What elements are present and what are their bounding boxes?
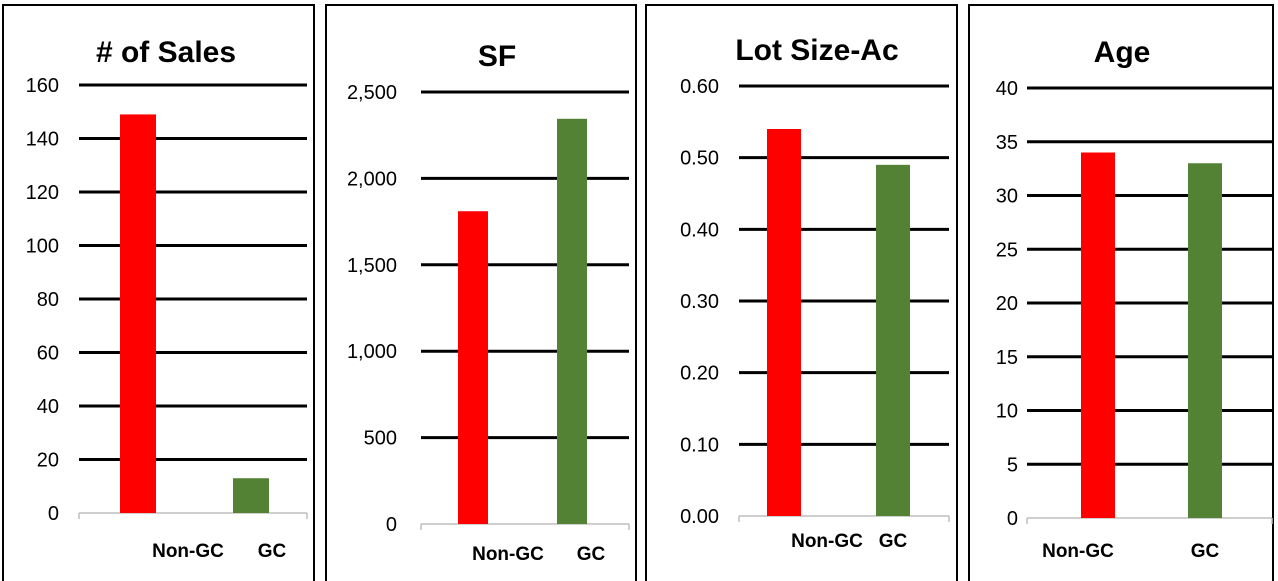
y-tick-label: 0.50 [680, 148, 719, 170]
y-tick-label: 15 [996, 347, 1018, 369]
y-tick-label: 80 [37, 289, 59, 311]
bar-gc [233, 478, 269, 513]
chart-title: # of Sales [96, 36, 236, 69]
category-label: GC [1191, 541, 1220, 562]
bar-gc [557, 118, 587, 524]
y-tick-label: 40 [996, 78, 1018, 100]
y-tick-label: 1,000 [347, 341, 397, 363]
y-tick-label: 0.20 [680, 363, 719, 385]
y-tick-label: 0.40 [680, 219, 719, 241]
chart-title: Age [1094, 36, 1151, 69]
y-tick-label: 140 [26, 129, 59, 151]
chart-panel-age: Age 0 5 10 15 20 25 30 35 40 Non-GC GC [968, 4, 1274, 581]
y-tick-label: 0.10 [680, 434, 719, 456]
y-tick-label: 30 [996, 186, 1018, 208]
y-tick-label: 0 [1007, 508, 1018, 530]
category-label: Non-GC [1042, 541, 1114, 562]
y-tick-label: 160 [26, 75, 59, 97]
y-tick-label: 0 [48, 503, 59, 525]
y-tick-label: 500 [364, 428, 397, 450]
y-tick-label: 40 [37, 396, 59, 418]
y-tick-label: 10 [996, 401, 1018, 423]
sales-count-chart: # of Sales 0 20 40 60 80 100 120 140 160 Non-GC GC [26, 36, 308, 562]
age-chart: Age 0 5 10 15 20 25 30 35 40 Non-GC GC [996, 36, 1273, 562]
y-tick-label: 120 [26, 182, 59, 204]
category-label: Non-GC [472, 544, 544, 565]
bar-non-gc [767, 129, 801, 516]
bar-non-gc [1081, 152, 1115, 518]
y-tick-label: 0.60 [680, 76, 719, 98]
y-tick-label: 0.30 [680, 291, 719, 313]
y-tick-label: 0 [386, 514, 397, 536]
bar-gc [1188, 163, 1222, 518]
chart-panel-lot-size: Lot Size-Ac 0.00 0.10 0.20 0.30 0.40 0.50 0.60 N… [645, 4, 958, 581]
chart-title: Lot Size-Ac [735, 34, 898, 67]
bar-gc [876, 164, 910, 517]
y-tick-label: 5 [1007, 454, 1018, 476]
y-tick-label: 25 [996, 239, 1018, 261]
chart-panel-sf: SF 0 500 1,000 1,500 2,000 2,500 Non-GC GC [325, 4, 637, 581]
category-label: Non-GC [152, 541, 224, 562]
y-tick-label: 1,500 [347, 255, 397, 277]
y-tick-label: 2,500 [347, 82, 397, 104]
y-tick-label: 20 [996, 293, 1018, 315]
y-tick-label: 100 [26, 236, 59, 258]
bar-non-gc [458, 211, 488, 524]
y-tick-label: 35 [996, 132, 1018, 154]
chart-title: SF [478, 40, 516, 73]
category-label: Non-GC [791, 531, 863, 552]
chart-panel-sales: # of Sales 0 20 40 60 80 100 120 140 160 Non-GC GC [2, 4, 315, 581]
category-label: GC [879, 531, 908, 552]
y-tick-label: 20 [37, 450, 59, 472]
y-tick-label: 0.00 [680, 506, 719, 528]
bar-non-gc [120, 114, 156, 514]
y-tick-label: 60 [37, 343, 59, 365]
square-feet-chart: SF 0 500 1,000 1,500 2,000 2,500 Non-GC GC [347, 40, 630, 565]
lot-size-chart: Lot Size-Ac 0.00 0.10 0.20 0.30 0.40 0.50 0.60 N… [680, 34, 950, 552]
category-label: GC [577, 544, 606, 565]
category-label: GC [258, 541, 287, 562]
y-tick-label: 2,000 [347, 168, 397, 190]
